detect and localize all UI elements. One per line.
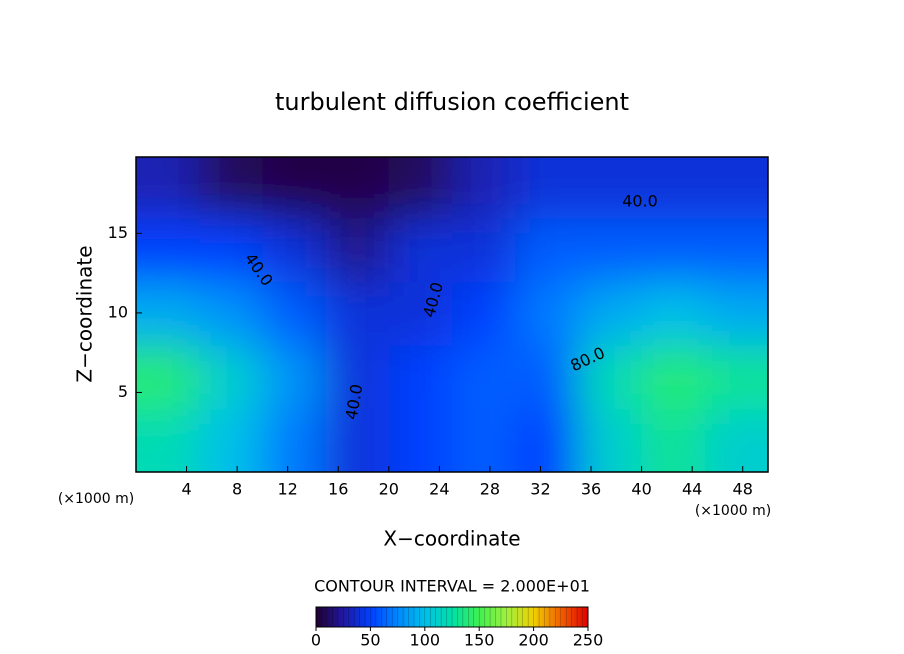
cell xyxy=(704,344,768,410)
y-tick-label: 5 xyxy=(118,382,128,401)
colorbar-tick-label: 250 xyxy=(573,631,604,650)
colorbar-tick-label: 200 xyxy=(518,631,549,650)
x-tick-label: 28 xyxy=(480,480,500,499)
cell xyxy=(452,344,517,410)
x-tick-label: 12 xyxy=(278,480,298,499)
cell xyxy=(325,281,390,346)
x-tick-label: 20 xyxy=(379,480,399,499)
cell xyxy=(641,217,706,283)
y-tick-label: 15 xyxy=(108,223,128,242)
x-tick-label: 40 xyxy=(631,480,651,499)
x-tick-label: 36 xyxy=(581,480,601,499)
cell xyxy=(136,157,201,219)
colorbar-title: CONTOUR INTERVAL = 2.000E+01 xyxy=(314,577,590,596)
colorbar-tick-label: 0 xyxy=(311,631,321,650)
cell xyxy=(199,217,264,283)
cell xyxy=(704,281,768,346)
cell xyxy=(641,157,706,219)
colorbar-tick-label: 150 xyxy=(464,631,495,650)
cell xyxy=(199,344,264,410)
plot-frame xyxy=(135,156,769,473)
field xyxy=(136,157,768,472)
cell xyxy=(704,157,768,219)
cell xyxy=(136,217,201,283)
colorbar-tick-label: 100 xyxy=(410,631,441,650)
x-unit: (×1000 m) xyxy=(695,503,771,519)
contour-label: 40.0 xyxy=(622,192,658,211)
cell xyxy=(515,344,580,410)
cell xyxy=(578,408,643,472)
cell xyxy=(325,217,390,283)
cell xyxy=(578,217,643,283)
cell xyxy=(388,281,453,346)
cell xyxy=(452,281,517,346)
x-tick-label: 8 xyxy=(232,480,242,499)
chart-title: turbulent diffusion coefficient xyxy=(275,88,629,116)
cell xyxy=(515,281,580,346)
cell xyxy=(515,217,580,283)
cell xyxy=(388,344,453,410)
y-tick-label: 10 xyxy=(108,302,128,321)
cell xyxy=(262,344,327,410)
cell xyxy=(515,408,580,472)
y-axis-label: Z−coordinate xyxy=(73,245,97,382)
cell xyxy=(578,281,643,346)
x-tick-label: 48 xyxy=(733,480,753,499)
cell xyxy=(199,408,264,472)
cell xyxy=(325,408,390,472)
cell xyxy=(388,217,453,283)
cell xyxy=(388,408,453,472)
cell xyxy=(325,157,390,219)
cells xyxy=(136,157,768,472)
cell xyxy=(199,157,264,219)
x-tick-label: 44 xyxy=(682,480,702,499)
cell xyxy=(452,217,517,283)
x-tick-label: 4 xyxy=(181,480,191,499)
cell xyxy=(262,157,327,219)
cell xyxy=(136,408,201,472)
cell xyxy=(452,157,517,219)
cell xyxy=(641,281,706,346)
cell xyxy=(199,281,264,346)
cell xyxy=(325,344,390,410)
cell xyxy=(578,344,643,410)
x-tick-label: 32 xyxy=(530,480,550,499)
cell xyxy=(136,344,201,410)
cell xyxy=(641,408,706,472)
x-tick-label: 24 xyxy=(429,480,449,499)
cell xyxy=(262,217,327,283)
x-axis-label: X−coordinate xyxy=(383,527,520,551)
cell xyxy=(641,344,706,410)
cell xyxy=(704,408,768,472)
x-unit: (×1000 m) xyxy=(58,491,134,507)
cell xyxy=(136,281,201,346)
x-tick-label: 16 xyxy=(328,480,348,499)
cell xyxy=(452,408,517,472)
cell xyxy=(578,157,643,219)
cell xyxy=(704,217,768,283)
cell xyxy=(262,408,327,472)
cell xyxy=(388,157,453,219)
cell xyxy=(515,157,580,219)
colorbar-tick-label: 50 xyxy=(360,631,380,650)
cell xyxy=(262,281,327,346)
